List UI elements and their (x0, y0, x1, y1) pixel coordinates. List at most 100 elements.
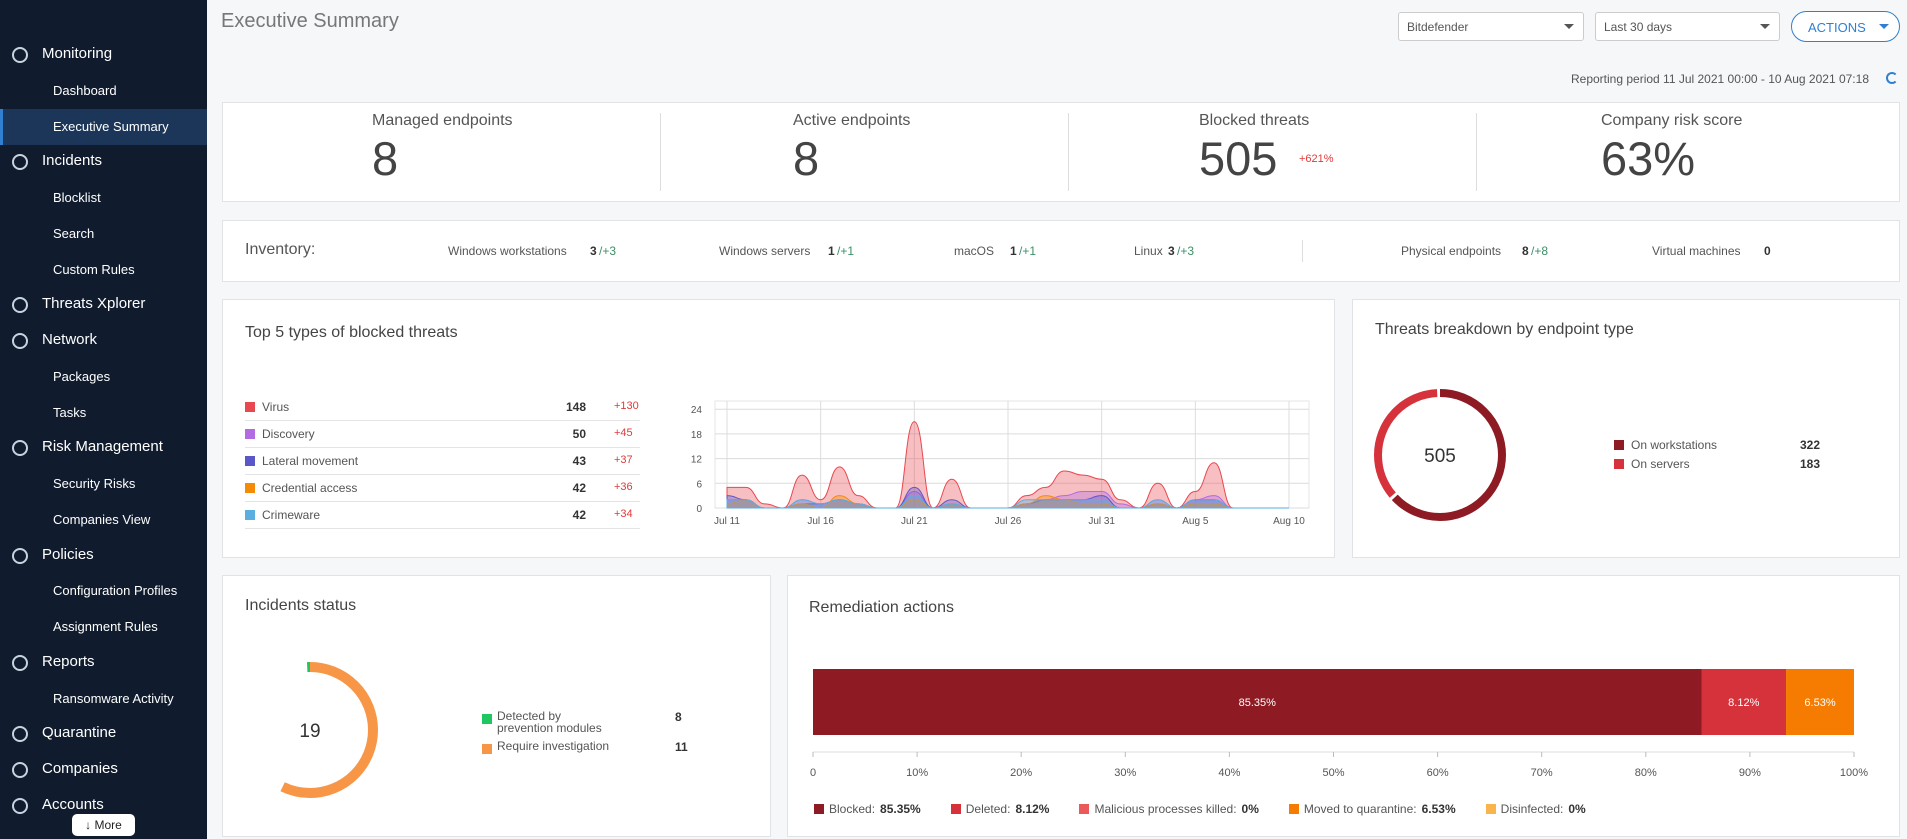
legend-item: Deleted: 8.12% (950, 802, 1050, 816)
reporting-period: Reporting period 11 Jul 2021 00:00 - 10 … (1570, 72, 1869, 86)
legend-item: Blocked: 85.35% (814, 802, 921, 816)
nav-icon (12, 297, 28, 314)
card-title: Incidents status (245, 597, 357, 614)
nav-item[interactable]: Network (42, 331, 98, 348)
legend-value: 8.12% (1015, 802, 1050, 816)
nav-item[interactable]: Accounts (42, 795, 104, 813)
nav-subitem[interactable]: Executive Summary (53, 118, 169, 134)
refresh-icon[interactable] (1886, 72, 1898, 84)
legend-item: Disinfected: 0% (1485, 802, 1586, 816)
nav-item[interactable]: Risk Management (42, 438, 163, 456)
nav-subitem[interactable]: Tasks (53, 404, 87, 420)
nav-subitem[interactable]: Dashboard (53, 82, 117, 98)
nav-item[interactable]: Monitoring (42, 45, 113, 62)
stat-value: 505 (1199, 132, 1278, 185)
stat-label: Company risk score (1601, 112, 1743, 129)
dropdown[interactable]: Bitdefender (1398, 12, 1584, 41)
legend-swatch (245, 456, 255, 466)
legend-item: Malicious processes killed: 0% (1079, 802, 1259, 816)
legend-total: 148 (565, 400, 586, 414)
nav-icon (12, 726, 28, 743)
dropdown-caret (1760, 24, 1770, 29)
stat-label: Managed endpoints (372, 112, 513, 129)
legend-label: Credential access (262, 481, 358, 495)
stat-value: 8 (372, 132, 399, 185)
legend-swatch (814, 804, 824, 814)
nav-subitem[interactable]: Blocklist (53, 190, 101, 205)
nav-item[interactable]: Policies (42, 545, 94, 563)
legend-swatch (482, 714, 492, 724)
legend-value: 6.53% (1421, 802, 1456, 816)
legend-label: Disinfected: (1500, 802, 1564, 816)
legend-change: +36 (614, 481, 633, 493)
stat-change: +621% (1299, 153, 1334, 165)
nav-subitem[interactable]: Packages (53, 368, 111, 384)
legend-change: +130 (614, 400, 639, 412)
inventory-count: 1 (828, 244, 835, 258)
legend-swatch (1079, 804, 1090, 814)
legend-value: 11 (675, 740, 688, 754)
nav-icon (12, 333, 28, 349)
legend-label: On workstations (1631, 438, 1718, 452)
legend-swatch (1614, 459, 1624, 469)
legend-label: Discovery (262, 427, 315, 441)
legend-value: 85.35% (880, 802, 921, 816)
inventory-delta: /+1 (1019, 244, 1037, 258)
legend-swatch (1614, 440, 1624, 450)
legend-item: Moved to quarantine: 6.53% (1288, 802, 1456, 816)
stat-label: Blocked threats (1199, 112, 1310, 129)
legend-swatch (245, 483, 255, 493)
nav-subitem[interactable]: Companies View (53, 511, 151, 527)
nav-subitem[interactable]: Assignment Rules (53, 619, 158, 634)
row-divider (245, 420, 640, 421)
stat-label: Active endpoints (793, 112, 911, 129)
nav-subitem[interactable]: Security Risks (53, 476, 136, 491)
card-title: Threats breakdown by endpoint type (1375, 321, 1634, 338)
nav-subitem[interactable]: Configuration Profiles (53, 583, 178, 599)
dropdown-caret (1564, 24, 1574, 29)
nav-item[interactable]: Companies (42, 760, 118, 777)
nav-item[interactable]: Incidents (42, 152, 103, 170)
nav-item[interactable]: Threats Xplorer (42, 295, 146, 313)
nav-icon (12, 654, 28, 671)
inventory-count: 8 (1522, 244, 1529, 258)
legend-value: 0% (1568, 802, 1586, 816)
more-button[interactable]: ↓ More (72, 814, 135, 836)
legend-total: 42 (572, 481, 586, 495)
legend: Blocked: 85.35% Deleted: 8.12% Malicious pro… (814, 802, 1586, 816)
legend-total: 43 (572, 454, 586, 468)
legend-swatch (1288, 804, 1299, 814)
legend-value: 322 (1800, 438, 1821, 452)
stat-value: 8 (793, 132, 820, 185)
inventory-count: 0 (1764, 244, 1771, 258)
nav-subitem[interactable]: Ransomware Activity (53, 690, 174, 706)
inventory-delta: /+3 (1177, 244, 1195, 258)
legend-label: Require investigation (497, 739, 610, 753)
inventory-name: Virtual machines (1652, 244, 1741, 258)
active-highlight (0, 108, 207, 145)
inventory-count: 3 (1168, 244, 1175, 258)
legend-label: Lateral movement (262, 454, 359, 468)
nav-item[interactable]: Quarantine (42, 724, 117, 742)
nav-subitem[interactable]: Custom Rules (53, 261, 135, 277)
inventory-name: Linux (1134, 244, 1163, 258)
legend-swatch (1485, 804, 1496, 814)
nav-icon (12, 154, 28, 171)
inventory-count: 1 (1010, 244, 1017, 258)
legend-label: Moved to quarantine: (1303, 802, 1417, 816)
nav-icon (12, 547, 28, 564)
legend-swatch (245, 402, 255, 412)
legend-value: 183 (1800, 457, 1821, 471)
legend-change: +45 (614, 427, 633, 439)
divider (1302, 240, 1303, 262)
inventory-name: Physical endpoints (1401, 244, 1502, 258)
row-divider (245, 528, 640, 529)
nav-item[interactable]: Reports (42, 652, 95, 670)
nav-subitem[interactable]: Search (53, 225, 95, 241)
inventory-name: Windows servers (719, 244, 811, 258)
legend-label: Blocked: (829, 802, 876, 816)
card (222, 102, 1900, 202)
dropdown[interactable]: Last 30 days (1595, 12, 1780, 41)
legend-total: 42 (572, 508, 586, 522)
